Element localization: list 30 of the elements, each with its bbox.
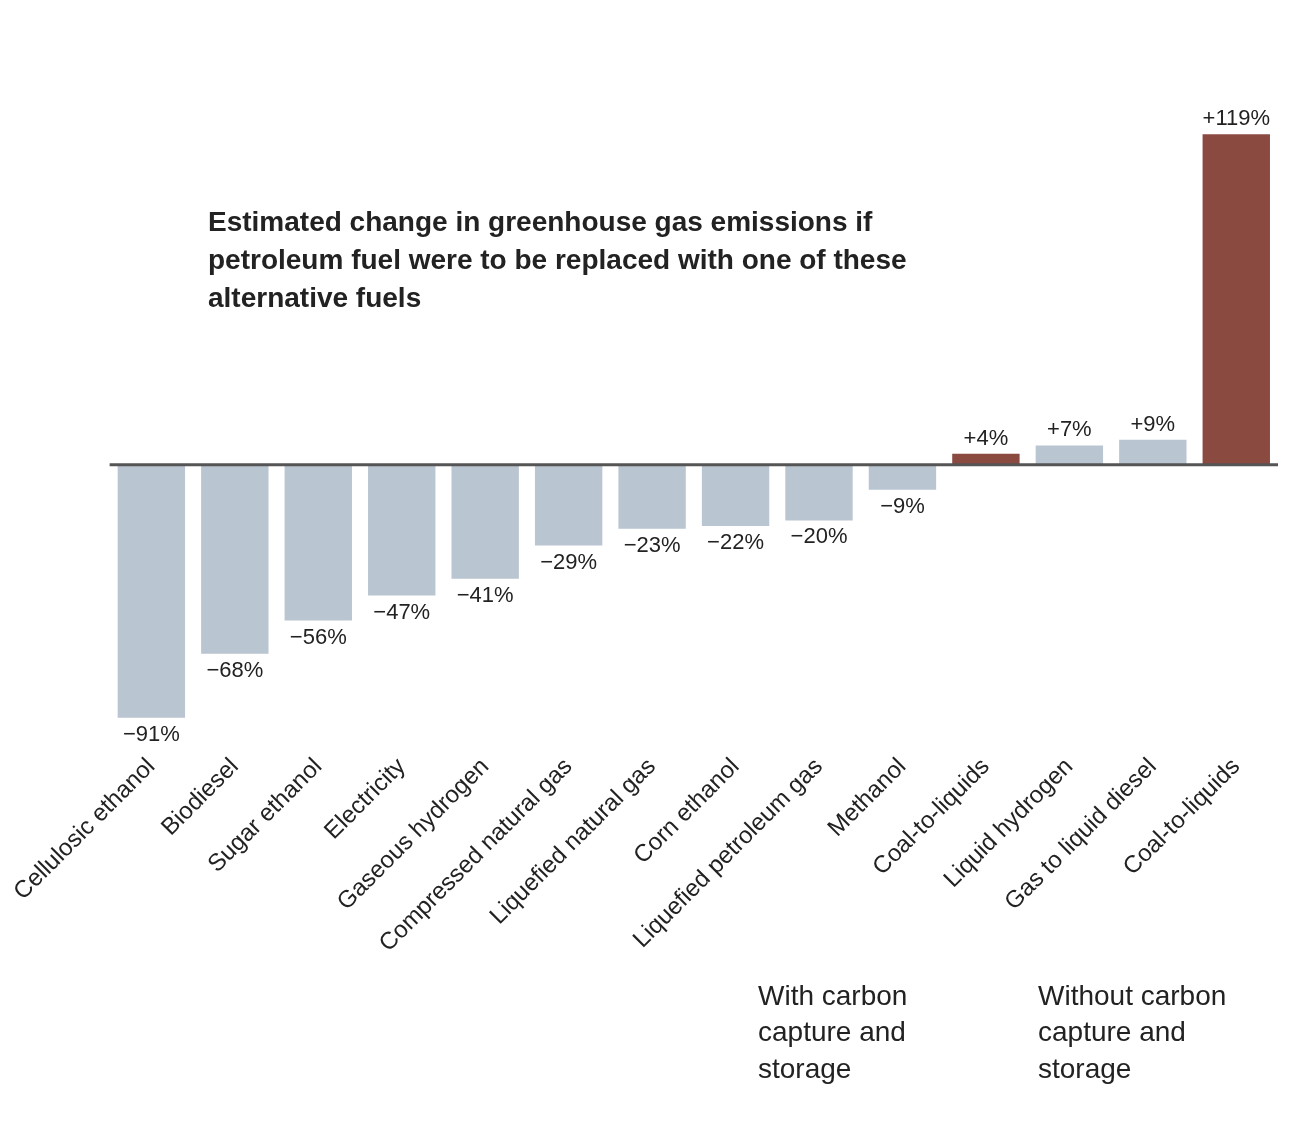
data-label: −68% (206, 656, 264, 682)
data-label: +4% (963, 424, 1009, 450)
bar (701, 464, 770, 526)
bar (785, 464, 853, 521)
data-label: −23% (623, 531, 681, 557)
bar (1035, 445, 1104, 465)
bar (1202, 134, 1270, 465)
data-label: +119% (1202, 105, 1271, 131)
bar (534, 464, 603, 546)
bar (451, 464, 519, 579)
bar (201, 464, 269, 654)
data-label: −56% (289, 623, 347, 649)
data-label: −91% (122, 720, 180, 746)
bar (284, 464, 352, 621)
data-label: −29% (540, 548, 598, 574)
data-label: +7% (1047, 416, 1092, 442)
text: Estimated change in greenhouse gas emissions if petroleum fuel were to be replaced with one of these alternative fuels (208, 205, 908, 315)
text: Without carbon capture and storage (1038, 979, 1228, 1086)
bar (868, 464, 937, 490)
data-label: −9% (880, 492, 925, 518)
bar (117, 464, 186, 718)
bar (368, 464, 436, 596)
text: With carbon capture and storage (758, 979, 909, 1086)
bar (618, 464, 686, 529)
data-label: −22% (707, 529, 764, 555)
data-label: −41% (456, 581, 514, 607)
data-label: −20% (790, 523, 848, 549)
data-label: +9% (1130, 410, 1176, 436)
bar (1119, 439, 1187, 465)
data-label: −47% (373, 598, 431, 624)
